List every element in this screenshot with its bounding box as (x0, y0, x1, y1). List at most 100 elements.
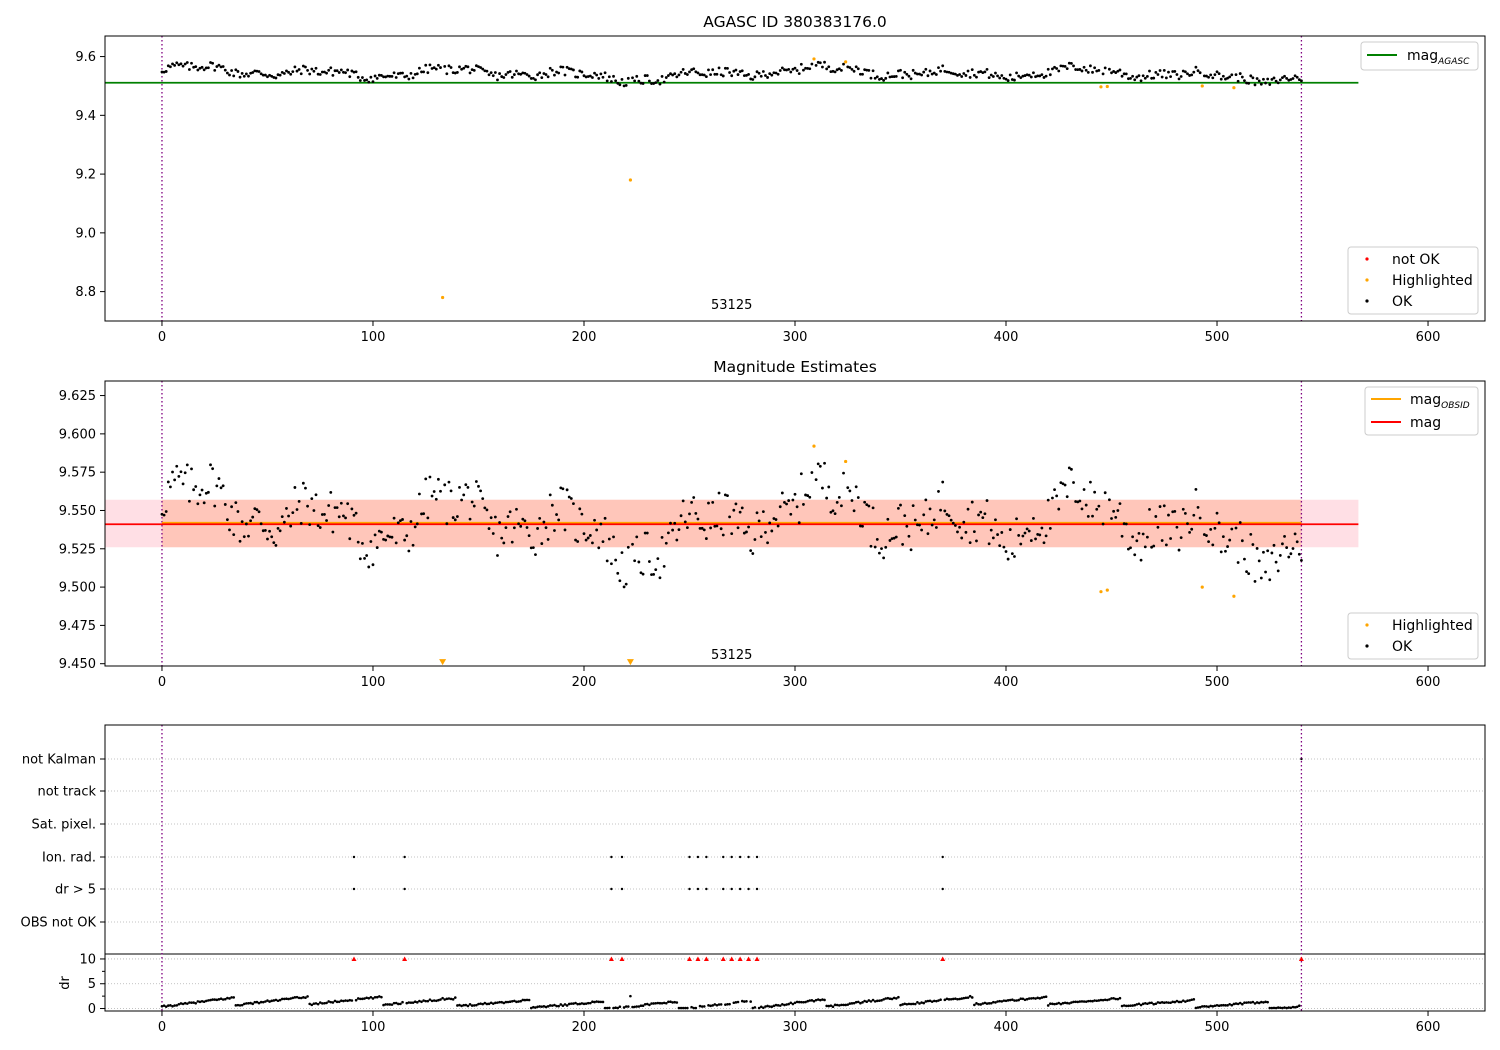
ok-point (242, 535, 246, 539)
ok-point (183, 471, 187, 475)
dr-point (973, 1003, 976, 1007)
dr-point (1087, 999, 1090, 1003)
ok-point (177, 474, 181, 478)
x-tick-label: 100 (361, 330, 386, 345)
ok-point (597, 77, 601, 80)
dr-point (405, 1001, 409, 1005)
ok-point (453, 518, 457, 522)
ok-point (483, 506, 487, 510)
dr-point (1057, 1001, 1061, 1005)
ok-point (401, 518, 404, 521)
ok-point (536, 527, 539, 530)
ok-point (462, 493, 466, 497)
dr-point (901, 1003, 904, 1006)
ok-point (833, 512, 837, 516)
ok-point (713, 524, 717, 528)
ok-point (1129, 77, 1132, 80)
ok-point (496, 78, 499, 82)
legend-marker-highlighted (1365, 623, 1369, 627)
ok-point (837, 67, 841, 71)
ok-point (512, 526, 516, 530)
ok-point (949, 71, 953, 75)
dr-point (1283, 1006, 1286, 1009)
ok-point (325, 71, 328, 75)
dr-point (428, 998, 432, 1001)
ok-point (1213, 73, 1217, 77)
ok-point (975, 75, 978, 79)
ok-point (443, 64, 447, 68)
ok-point (827, 65, 831, 69)
ok-point (702, 73, 706, 77)
ok-point (1135, 539, 1139, 543)
dr-point (1198, 1005, 1202, 1009)
dr-point (1245, 1001, 1248, 1004)
dr-point (479, 1002, 482, 1005)
dr-point (506, 1000, 510, 1004)
dr-point (185, 1002, 189, 1005)
ok-point (1072, 64, 1075, 68)
dr-point (958, 997, 961, 1001)
ok-point (173, 63, 177, 67)
ok-point (481, 67, 485, 71)
dr-point (928, 999, 932, 1003)
ok-point (382, 75, 385, 79)
ok-point (738, 70, 742, 73)
dr-point (280, 997, 284, 1001)
ok-point (918, 523, 921, 527)
ok-point (618, 579, 622, 583)
ok-point (1065, 495, 1069, 499)
ok-point (295, 69, 299, 73)
ok-point (920, 528, 924, 532)
ok-point (1167, 70, 1170, 74)
x-tick-label: 400 (994, 330, 1019, 345)
dr-point (1129, 1004, 1132, 1007)
ok-point (751, 552, 755, 555)
dr-point (1274, 1006, 1278, 1010)
dr-point (1004, 999, 1008, 1003)
ok-point (261, 73, 265, 77)
ok-point (690, 500, 694, 504)
ok-point (1162, 504, 1166, 508)
ok-point (1156, 73, 1160, 76)
dr-point (1194, 1006, 1198, 1010)
dr-point (1150, 1001, 1153, 1005)
ok-point (956, 73, 959, 77)
ok-point (384, 75, 388, 79)
dr-point (734, 1001, 738, 1004)
ok-point (1065, 67, 1069, 71)
ok-point (1025, 527, 1029, 531)
ok-point (578, 69, 582, 73)
dr-point (538, 1005, 541, 1008)
dr-point (962, 996, 966, 1000)
ok-point (1188, 531, 1191, 534)
dr-point (513, 999, 516, 1003)
ok-point (823, 60, 826, 64)
ok-point (297, 499, 301, 503)
ok-point (519, 72, 523, 76)
ok-point (572, 502, 575, 506)
ok-point (861, 524, 864, 528)
ok-point (1036, 533, 1040, 536)
ok-point (225, 518, 229, 522)
ok-point (396, 72, 400, 76)
ok-point (430, 494, 434, 498)
dr-point (487, 1002, 491, 1006)
dr-point (819, 998, 822, 1002)
dr-point (654, 1001, 658, 1005)
dr-point (1184, 1000, 1187, 1003)
ok-point (1293, 532, 1297, 536)
dr-point (1108, 998, 1111, 1001)
ok-point (413, 73, 417, 76)
ok-point (679, 514, 683, 518)
dr-point (1186, 999, 1189, 1002)
dr-point (724, 1003, 727, 1006)
legend-label-ok: OK (1392, 639, 1413, 655)
ok-point (601, 75, 605, 79)
ok-point (1124, 522, 1128, 526)
dr-point (1262, 1001, 1265, 1004)
dr-point (1135, 1003, 1139, 1006)
ok-point (534, 553, 537, 557)
ok-point (314, 66, 318, 70)
ok-point (1053, 65, 1056, 69)
ok-point (934, 73, 938, 76)
